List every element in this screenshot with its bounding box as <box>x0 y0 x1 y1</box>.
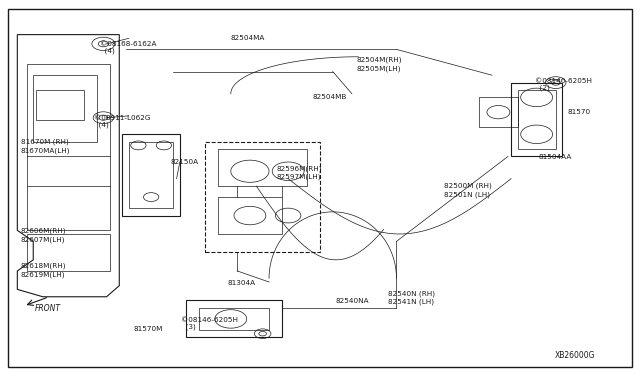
Text: 82597M(LH): 82597M(LH) <box>276 174 321 180</box>
Text: 81504AA: 81504AA <box>539 154 572 160</box>
Text: 82504MB: 82504MB <box>312 94 347 100</box>
Bar <box>518 90 556 149</box>
Bar <box>129 142 173 208</box>
Text: ©08911-L062G
  (4): ©08911-L062G (4) <box>94 115 150 128</box>
Text: 82505M(LH): 82505M(LH) <box>357 65 401 72</box>
Text: ©08146-6205H
  (2): ©08146-6205H (2) <box>536 78 593 91</box>
Text: 82619M(LH): 82619M(LH) <box>20 271 65 278</box>
Bar <box>511 83 562 157</box>
Text: 82540N (RH): 82540N (RH) <box>388 291 435 297</box>
Bar <box>205 142 320 253</box>
Bar <box>27 234 109 271</box>
Text: 81670M (RH): 81670M (RH) <box>20 138 68 145</box>
Text: 82606M(RH): 82606M(RH) <box>20 227 66 234</box>
Bar <box>27 64 109 157</box>
Bar <box>36 90 84 119</box>
Text: 81570: 81570 <box>567 109 590 115</box>
Text: 82607M(LH): 82607M(LH) <box>20 236 65 243</box>
Bar <box>33 75 97 142</box>
Text: 82150A: 82150A <box>170 159 198 165</box>
Bar <box>479 97 518 127</box>
Text: 81670MA(LH): 81670MA(LH) <box>20 148 70 154</box>
Text: 82618M(RH): 82618M(RH) <box>20 262 66 269</box>
Text: 82540NA: 82540NA <box>336 298 369 304</box>
Text: 82504M(RH): 82504M(RH) <box>357 57 403 63</box>
Text: 81570M: 81570M <box>133 326 163 332</box>
Bar <box>218 149 307 186</box>
Text: FRONT: FRONT <box>35 304 61 313</box>
Text: 82504MA: 82504MA <box>231 35 265 41</box>
Text: 81304A: 81304A <box>228 280 256 286</box>
Bar <box>122 134 180 215</box>
Text: 82500M (RH): 82500M (RH) <box>444 183 492 189</box>
Bar <box>218 197 282 234</box>
Text: ©08168-6162A
  (4): ©08168-6162A (4) <box>100 41 157 54</box>
Text: ©08146-6205H
  (3): ©08146-6205H (3) <box>181 317 238 330</box>
Bar <box>27 186 109 230</box>
Text: 82501N (LH): 82501N (LH) <box>444 192 490 198</box>
Text: 82596M(RH): 82596M(RH) <box>276 165 322 171</box>
Bar <box>199 308 269 330</box>
Text: XB26000G: XB26000G <box>554 350 595 360</box>
Text: 82541N (LH): 82541N (LH) <box>388 299 434 305</box>
Bar <box>186 301 282 337</box>
